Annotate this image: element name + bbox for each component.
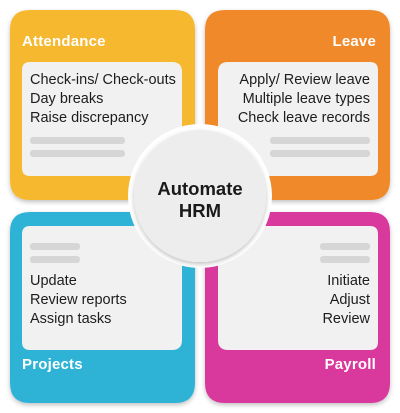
payroll-item: Adjust (329, 292, 370, 308)
attendance-placeholder-line (30, 137, 125, 144)
attendance-item: Day breaks (30, 91, 104, 107)
leave-item: Multiple leave types (242, 91, 370, 107)
attendance-card (22, 62, 182, 176)
projects-item: Review reports (30, 292, 127, 308)
center-circle-inner (134, 130, 266, 262)
leave-placeholder-line (270, 137, 370, 144)
attendance-item-list: Check-ins/ Check-outs Day breaks Raise d… (30, 71, 176, 128)
projects-placeholder-line (30, 256, 80, 263)
center-title-line: Automate (157, 178, 243, 199)
attendance-item: Check-ins/ Check-outs (30, 72, 176, 88)
center-title-line: HRM (178, 200, 222, 221)
payroll-item-list: Initiate Adjust Review (322, 272, 370, 329)
projects-placeholder-line (30, 243, 80, 250)
leave-item: Apply/ Review leave (239, 72, 370, 88)
payroll-placeholder-line (320, 243, 370, 250)
projects-item-list: Update Review reports Assign tasks (30, 272, 127, 329)
leave-item: Check leave records (237, 110, 370, 126)
projects-title: Projects (22, 356, 83, 373)
attendance-item: Raise discrepancy (30, 110, 149, 126)
leave-placeholder-line (270, 150, 370, 157)
payroll-placeholder-line (320, 256, 370, 263)
projects-item: Update (30, 273, 77, 289)
leave-card (218, 62, 378, 176)
attendance-placeholder-line (30, 150, 125, 157)
payroll-title: Payroll (324, 356, 376, 373)
leave-title: Leave (332, 33, 376, 50)
projects-item: Assign tasks (30, 311, 112, 327)
attendance-title: Attendance (22, 33, 106, 50)
center-title: Automate HRM (140, 178, 260, 222)
payroll-item: Initiate (327, 273, 370, 289)
payroll-item: Review (322, 311, 370, 327)
leave-item-list: Apply/ Review leave Multiple leave types… (238, 71, 370, 128)
